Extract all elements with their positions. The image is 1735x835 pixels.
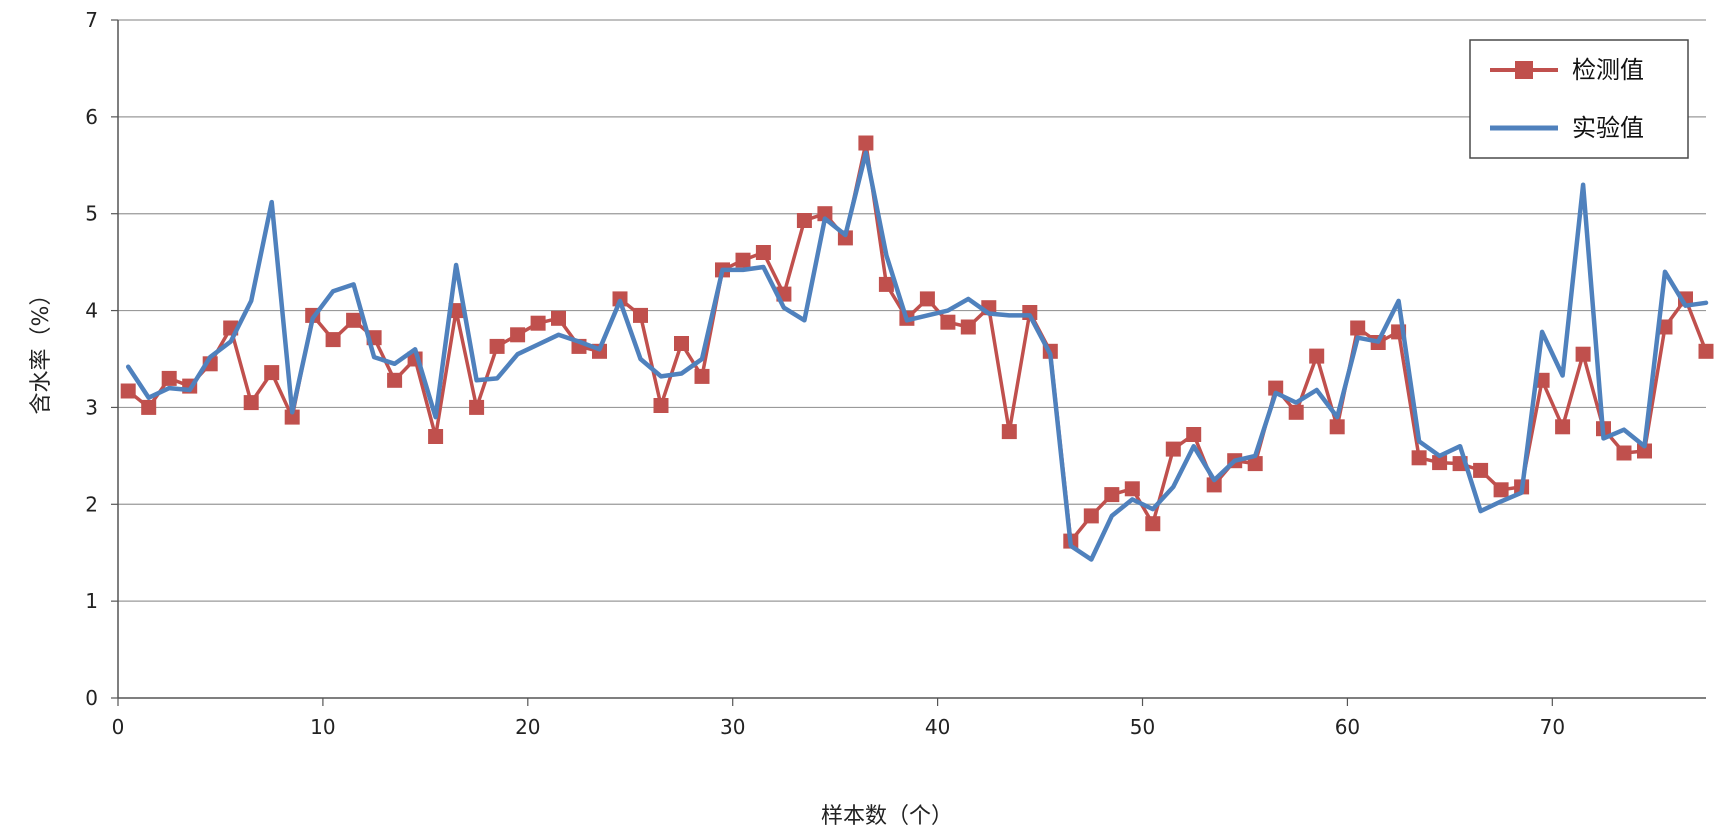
data-point-0-20	[530, 315, 546, 331]
data-point-0-33	[796, 213, 812, 228]
data-point-0-37	[878, 276, 894, 292]
data-point-0-39	[919, 291, 935, 307]
data-point-0-49	[1124, 481, 1140, 497]
y-axis-title: 含水率（%）	[29, 284, 54, 415]
data-point-0-31	[755, 245, 771, 260]
y-tick-label-6: 6	[85, 105, 98, 129]
data-point-0-21	[551, 310, 566, 326]
legend-marker-detected	[1515, 61, 1533, 79]
data-point-0-74	[1637, 443, 1652, 459]
data-point-0-28	[694, 368, 710, 384]
y-tick-label-2: 2	[85, 492, 98, 516]
data-point-0-0	[120, 383, 136, 399]
data-point-0-15	[428, 429, 444, 444]
y-tick-label-5: 5	[85, 202, 98, 226]
x-tick-label-70: 70	[1540, 715, 1565, 739]
data-point-0-52	[1186, 427, 1202, 442]
data-point-0-30	[735, 252, 751, 268]
data-point-0-48	[1104, 487, 1120, 503]
data-point-0-25	[633, 307, 648, 323]
data-point-0-2	[161, 370, 177, 386]
data-point-0-60	[1350, 320, 1366, 336]
series-1	[125, 150, 1709, 562]
data-point-0-27	[674, 336, 689, 351]
data-point-0-19	[510, 327, 526, 343]
data-point-0-50	[1145, 516, 1161, 532]
legend-label-experimental: 实验值	[1572, 114, 1644, 142]
data-point-0-36	[858, 135, 874, 151]
data-point-0-57	[1288, 404, 1304, 420]
data-point-0-63	[1411, 450, 1427, 466]
y-tick-label-3: 3	[85, 395, 98, 419]
axes	[111, 19, 1706, 706]
x-tick-label-60: 60	[1335, 715, 1360, 739]
data-point-0-41	[960, 319, 976, 335]
data-point-0-73	[1616, 445, 1632, 461]
data-point-0-53	[1206, 477, 1222, 493]
data-point-0-71	[1575, 346, 1591, 362]
data-point-0-51	[1165, 441, 1181, 457]
data-point-0-6	[243, 395, 259, 411]
y-tick-label-7: 7	[85, 8, 98, 32]
x-axis-title: 样本数（个）	[821, 804, 953, 829]
x-tick-label-10: 10	[310, 715, 335, 739]
data-point-0-7	[264, 365, 280, 381]
data-point-0-59	[1329, 419, 1345, 435]
data-point-0-77	[1698, 343, 1714, 359]
data-point-0-67	[1493, 482, 1509, 498]
data-point-0-40	[940, 314, 956, 330]
data-point-0-34	[817, 206, 833, 222]
y-tick-label-1: 1	[85, 589, 98, 613]
y-tick-label-4: 4	[85, 299, 98, 323]
y-tick-label-0: 0	[85, 686, 98, 710]
x-tick-label-50: 50	[1130, 715, 1155, 739]
data-point-0-55	[1247, 456, 1263, 472]
legend-box	[1469, 39, 1689, 159]
series-line-1	[125, 150, 1709, 562]
data-point-0-56	[1268, 380, 1284, 396]
x-tick-label-40: 40	[925, 715, 950, 739]
legend: 检测值 实验值	[1469, 39, 1689, 159]
x-tick-label-0: 0	[112, 715, 125, 739]
data-point-0-47	[1083, 508, 1099, 524]
data-point-0-26	[653, 398, 669, 413]
data-point-0-1	[141, 399, 157, 415]
data-point-0-70	[1555, 419, 1571, 435]
data-point-0-11	[346, 312, 362, 328]
data-point-0-13	[387, 372, 403, 388]
data-point-0-17	[469, 399, 485, 415]
series-layer	[120, 135, 1714, 562]
data-point-0-18	[489, 338, 505, 354]
data-point-0-43	[1001, 424, 1017, 440]
legend-label-detected: 检测值	[1572, 56, 1644, 84]
horizontal-gridlines	[118, 19, 1706, 602]
data-point-0-64	[1432, 455, 1448, 471]
data-point-0-58	[1309, 348, 1325, 364]
x-tick-label-20: 20	[515, 715, 540, 739]
x-tick-label-30: 30	[720, 715, 745, 739]
data-point-0-8	[284, 409, 300, 425]
data-point-0-10	[325, 332, 341, 348]
data-point-0-75	[1657, 319, 1673, 335]
data-point-0-66	[1473, 462, 1489, 478]
